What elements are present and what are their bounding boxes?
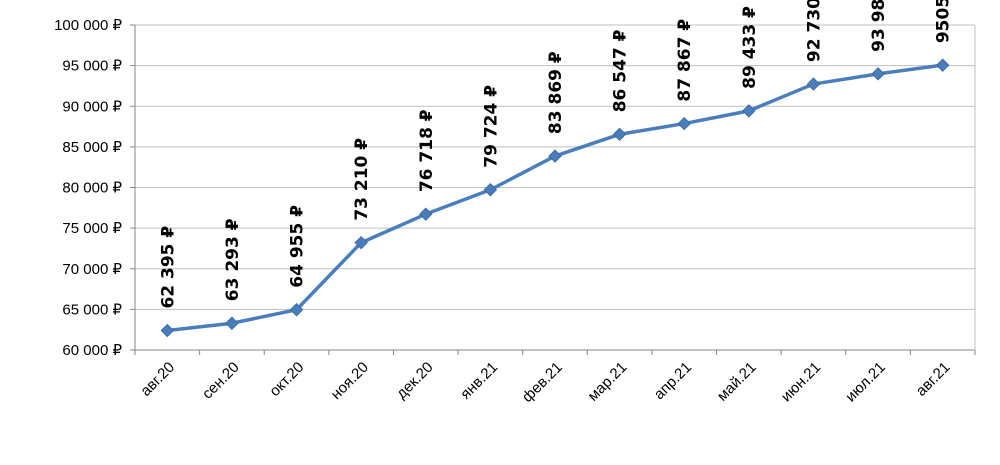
x-tick-label: авг.21 bbox=[913, 359, 954, 400]
gridlines bbox=[135, 24, 975, 310]
data-label: 93 988 ₽ bbox=[869, 0, 889, 52]
x-tick-label: июн.21 bbox=[778, 359, 825, 406]
data-point-marker bbox=[225, 316, 239, 330]
x-tick-label: ноя.20 bbox=[328, 359, 372, 403]
data-label: 87 867 ₽ bbox=[675, 19, 695, 102]
data-label: 89 433 ₽ bbox=[740, 6, 760, 89]
data-point-marker bbox=[548, 149, 562, 163]
data-point-marker bbox=[612, 127, 627, 142]
data-label: 63 293 ₽ bbox=[223, 218, 243, 301]
data-label: 62 395 ₽ bbox=[158, 226, 178, 309]
axes bbox=[130, 24, 976, 355]
data-label: 76 718 ₽ bbox=[417, 109, 437, 192]
data-label: 92 730 ₽ bbox=[804, 0, 824, 62]
x-tick-label: май.21 bbox=[714, 359, 760, 405]
y-tick-label: 60 000 ₽ bbox=[62, 342, 122, 359]
data-point-marker bbox=[354, 235, 368, 250]
data-point-marker bbox=[806, 77, 821, 91]
x-tick-label: дек.20 bbox=[393, 359, 436, 402]
y-tick-label: 70 000 ₽ bbox=[62, 261, 122, 278]
x-tick-label: окт.20 bbox=[266, 359, 307, 400]
x-axis-tick-labels: авг.20 сен.20 окт.20 ноя.20 дек.20 янв.21 фев.… bbox=[137, 359, 953, 406]
y-tick-label: 95 000 ₽ bbox=[62, 58, 122, 75]
y-tick-label: 85 000 ₽ bbox=[62, 139, 122, 156]
data-point-marker bbox=[160, 323, 175, 338]
x-tick-label: янв.21 bbox=[457, 359, 501, 403]
data-labels: 62 395 ₽ 63 293 ₽ 64 955 ₽ 73 210 ₽ 76 718 ₽… bbox=[158, 0, 953, 309]
x-tick-label: мар.21 bbox=[585, 359, 631, 405]
y-tick-label: 80 000 ₽ bbox=[62, 180, 122, 197]
y-tick-label: 90 000 ₽ bbox=[62, 98, 122, 115]
data-point-marker bbox=[742, 104, 756, 118]
y-axis-tick-labels: 60 000 ₽ 65 000 ₽ 70 000 ₽ 75 000 ₽ 80 000 ₽… bbox=[54, 17, 122, 359]
x-tick-label: апр.21 bbox=[651, 359, 695, 403]
data-label: 79 724 ₽ bbox=[481, 85, 501, 168]
data-label: 73 210 ₽ bbox=[352, 138, 372, 221]
data-point-marker bbox=[419, 207, 433, 221]
x-tick-label: июл.21 bbox=[842, 359, 889, 406]
data-point-marker bbox=[289, 303, 304, 317]
data-point-marker bbox=[677, 116, 691, 131]
data-label: 95058 ₽ bbox=[934, 0, 954, 43]
x-tick-label: фев.21 bbox=[519, 359, 566, 406]
data-point-marker bbox=[871, 67, 885, 81]
y-tick-label: 100 000 ₽ bbox=[54, 17, 122, 34]
y-tick-label: 65 000 ₽ bbox=[62, 301, 122, 318]
x-tick-label: авг.20 bbox=[137, 359, 178, 400]
data-point-marker bbox=[483, 183, 498, 197]
x-tick-label: сен.20 bbox=[199, 359, 243, 403]
data-label: 86 547 ₽ bbox=[611, 29, 631, 112]
y-tick-label: 75 000 ₽ bbox=[62, 220, 122, 237]
data-label: 64 955 ₽ bbox=[288, 205, 308, 288]
data-point-marker bbox=[935, 58, 950, 72]
data-label: 83 869 ₽ bbox=[546, 51, 566, 134]
series-markers bbox=[160, 58, 950, 338]
